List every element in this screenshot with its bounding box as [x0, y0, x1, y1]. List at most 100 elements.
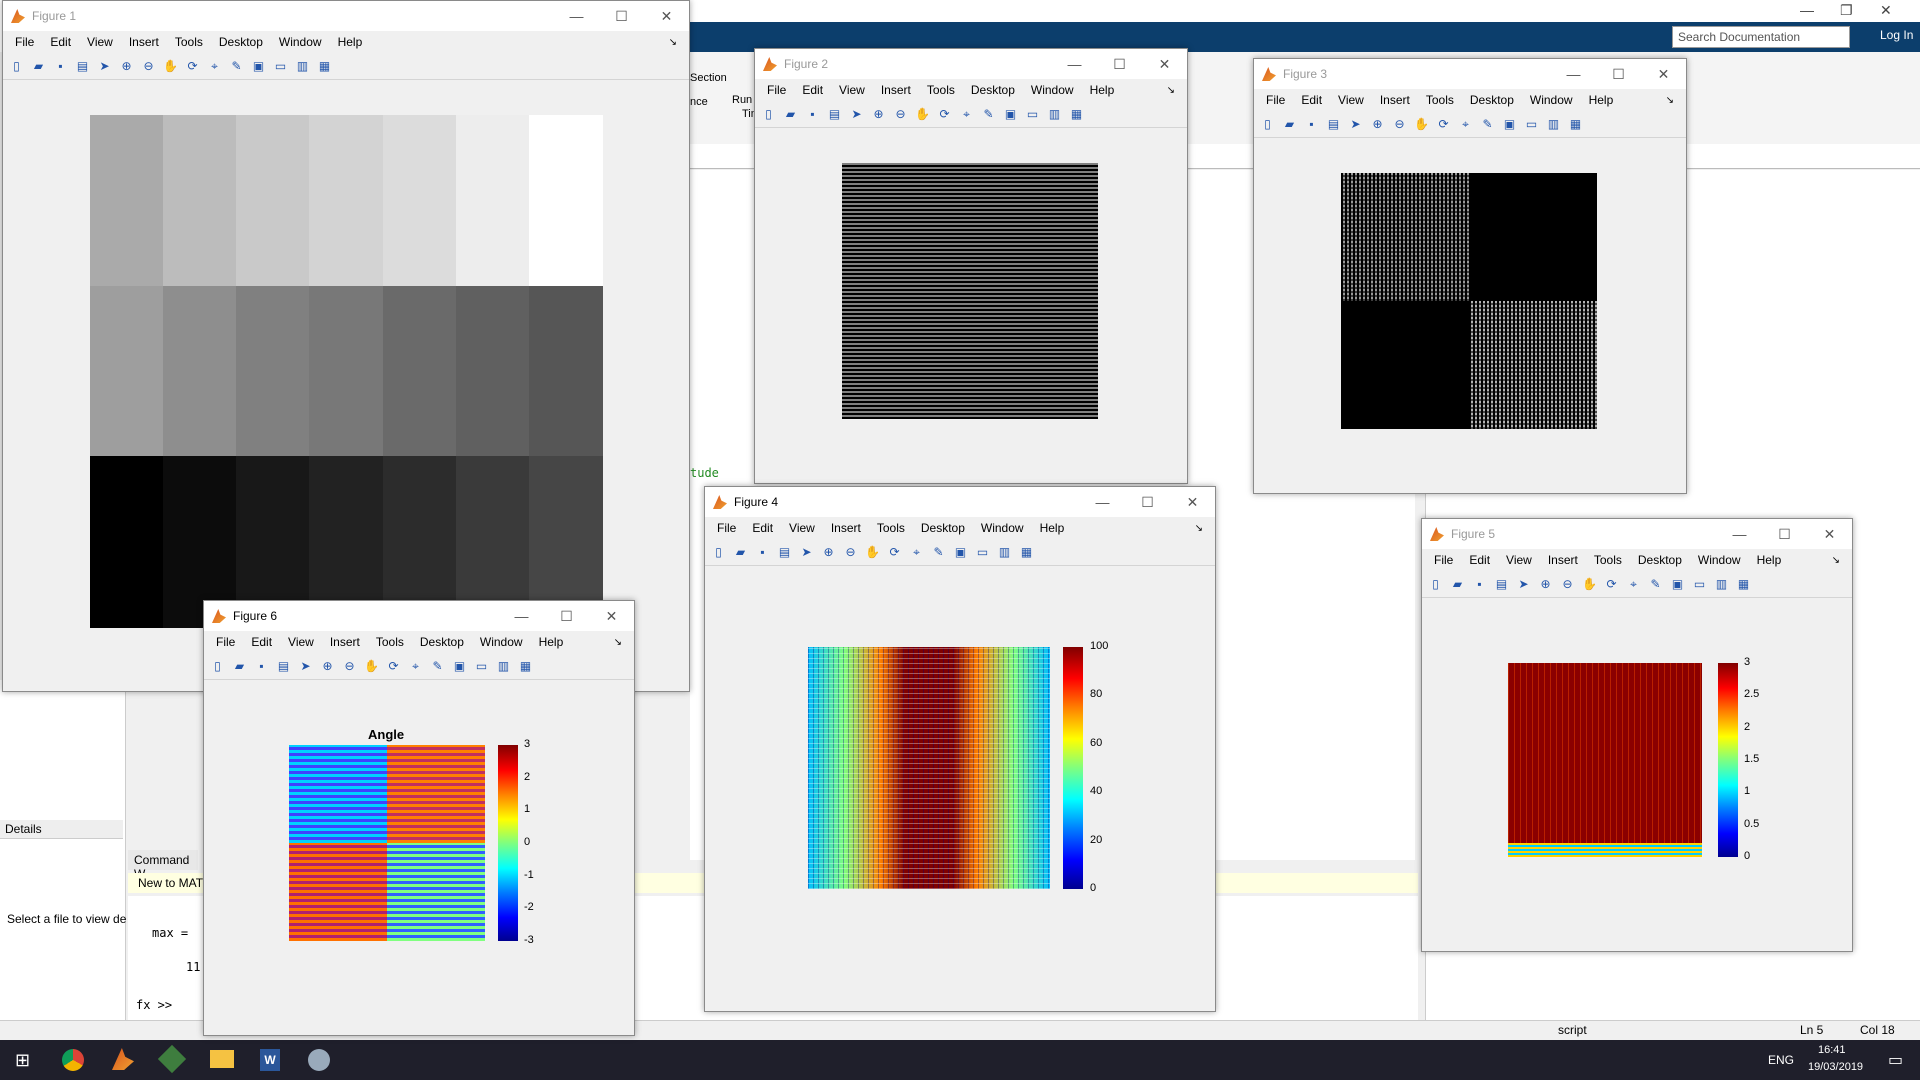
zoom-in-icon[interactable]: ⊕ [1540, 576, 1551, 591]
colorbar-icon[interactable]: ▭ [274, 58, 287, 73]
rotate-icon[interactable]: ⟳ [388, 658, 399, 673]
menu-insert[interactable]: Insert [880, 83, 911, 97]
new-figure-icon[interactable]: ▯ [1432, 576, 1439, 591]
menu-window[interactable]: Window [278, 35, 322, 49]
clock-time[interactable]: 16:41 [1818, 1044, 1846, 1056]
plot-tools-icon[interactable]: ▦ [519, 658, 532, 673]
link-icon[interactable]: ▣ [1004, 106, 1017, 121]
dock-icon[interactable]: ↘ [613, 636, 622, 648]
legend-icon[interactable]: ▥ [296, 58, 309, 73]
pan-icon[interactable]: ✋ [1582, 576, 1597, 591]
pointer-icon[interactable]: ➤ [1518, 576, 1529, 591]
pointer-icon[interactable]: ➤ [300, 658, 311, 673]
dock-icon[interactable]: ↘ [1665, 94, 1674, 106]
figure-2-window[interactable]: Figure 2 — ☐ ✕ File Edit View Insert Tools Deskt… [754, 48, 1188, 484]
app-icon[interactable] [308, 1049, 330, 1071]
windows-icon[interactable]: ⊞ [15, 1050, 31, 1070]
login-button[interactable]: Log In [1880, 28, 1914, 42]
legend-icon[interactable]: ▥ [1547, 116, 1560, 131]
dock-icon[interactable]: ↘ [1166, 84, 1175, 96]
brush-icon[interactable]: ✎ [983, 106, 994, 121]
data-cursor-icon[interactable]: ⌖ [1630, 576, 1637, 591]
menu-view[interactable]: View [288, 635, 314, 649]
figure-6-window[interactable]: Figure 6 — ☐ ✕ File Edit View Insert Tools Deskt… [203, 600, 635, 1036]
menu-window[interactable]: Window [980, 521, 1024, 535]
zoom-in-icon[interactable]: ⊕ [322, 658, 333, 673]
data-cursor-icon[interactable]: ⌖ [913, 544, 920, 559]
brush-icon[interactable]: ✎ [1482, 116, 1493, 131]
save-icon[interactable]: ▪ [810, 106, 815, 121]
menu-desktop[interactable]: Desktop [419, 635, 464, 649]
minimize-icon[interactable]: — [569, 8, 584, 24]
link-icon[interactable]: ▣ [252, 58, 265, 73]
menu-tools[interactable]: Tools [1425, 93, 1454, 107]
figure-3-window[interactable]: Figure 3 — ☐ ✕ File Edit View Insert Tools Deskt… [1253, 58, 1687, 494]
print-icon[interactable]: ▤ [828, 106, 841, 121]
menu-file[interactable]: File [1434, 553, 1454, 567]
menu-desktop[interactable]: Desktop [920, 521, 965, 535]
dock-icon[interactable]: ↘ [1831, 554, 1840, 566]
current-folder-panel[interactable]: Details Select a file to view de [0, 680, 126, 1020]
git-icon[interactable] [157, 1044, 187, 1074]
plot-tools-icon[interactable]: ▦ [1737, 576, 1750, 591]
menu-edit[interactable]: Edit [752, 521, 774, 535]
clock-date[interactable]: 19/03/2019 [1808, 1061, 1864, 1073]
minimize-icon[interactable]: — [514, 608, 529, 624]
menu-file[interactable]: File [767, 83, 787, 97]
colorbar-icon[interactable]: ▭ [1693, 576, 1706, 591]
link-icon[interactable]: ▣ [954, 544, 967, 559]
menu-desktop[interactable]: Desktop [218, 35, 263, 49]
menu-insert[interactable]: Insert [1379, 93, 1410, 107]
print-icon[interactable]: ▤ [1495, 576, 1508, 591]
menu-tools[interactable]: Tools [926, 83, 955, 97]
data-cursor-icon[interactable]: ⌖ [412, 658, 419, 673]
plot-tools-icon[interactable]: ▦ [1569, 116, 1582, 131]
pointer-icon[interactable]: ➤ [99, 58, 110, 73]
rotate-icon[interactable]: ⟳ [1438, 116, 1449, 131]
pointer-icon[interactable]: ➤ [1350, 116, 1361, 131]
save-icon[interactable]: ▪ [1477, 576, 1482, 591]
legend-icon[interactable]: ▥ [998, 544, 1011, 559]
data-cursor-icon[interactable]: ⌖ [1462, 116, 1469, 131]
zoom-out-icon[interactable]: ⊖ [845, 544, 856, 559]
menu-insert[interactable]: Insert [128, 35, 159, 49]
menu-file[interactable]: File [717, 521, 737, 535]
legend-icon[interactable]: ▥ [1715, 576, 1728, 591]
menu-view[interactable]: View [1506, 553, 1532, 567]
print-icon[interactable]: ▤ [778, 544, 791, 559]
plot-tools-icon[interactable]: ▦ [1070, 106, 1083, 121]
save-icon[interactable]: ▪ [259, 658, 264, 673]
zoom-out-icon[interactable]: ⊖ [344, 658, 355, 673]
menu-edit[interactable]: Edit [802, 83, 824, 97]
pointer-icon[interactable]: ➤ [851, 106, 862, 121]
minimize-icon[interactable]: — [1095, 494, 1110, 510]
colorbar-icon[interactable]: ▭ [976, 544, 989, 559]
open-icon[interactable]: ▰ [1284, 116, 1295, 131]
menu-desktop[interactable]: Desktop [970, 83, 1015, 97]
dock-icon[interactable]: ↘ [668, 36, 677, 48]
word-icon[interactable]: W [260, 1049, 280, 1071]
menu-help[interactable]: Help [337, 35, 363, 49]
menu-window[interactable]: Window [1529, 93, 1573, 107]
figure-4-window[interactable]: Figure 4 — ☐ ✕ File Edit View Insert Tools Deskt… [704, 486, 1216, 1012]
menu-help[interactable]: Help [1588, 93, 1614, 107]
new-figure-icon[interactable]: ▯ [214, 658, 221, 673]
print-icon[interactable]: ▤ [277, 658, 290, 673]
chrome-icon[interactable] [62, 1049, 84, 1071]
menu-desktop[interactable]: Desktop [1637, 553, 1682, 567]
ribbon-section-label[interactable]: Section [690, 72, 727, 84]
rotate-icon[interactable]: ⟳ [187, 58, 198, 73]
zoom-out-icon[interactable]: ⊖ [143, 58, 154, 73]
menu-window[interactable]: Window [479, 635, 523, 649]
rotate-icon[interactable]: ⟳ [939, 106, 950, 121]
minimize-icon[interactable]: — [1732, 526, 1747, 542]
close-icon[interactable]: ✕ [1158, 55, 1171, 72]
open-icon[interactable]: ▰ [785, 106, 796, 121]
menu-file[interactable]: File [15, 35, 35, 49]
menu-tools[interactable]: Tools [174, 35, 203, 49]
close-icon[interactable]: ✕ [1657, 65, 1670, 82]
search-documentation-input[interactable]: Search Documentation [1672, 26, 1850, 48]
colorbar-icon[interactable]: ▭ [1026, 106, 1039, 121]
brush-icon[interactable]: ✎ [231, 58, 242, 73]
dock-icon[interactable]: ↘ [1194, 522, 1203, 534]
